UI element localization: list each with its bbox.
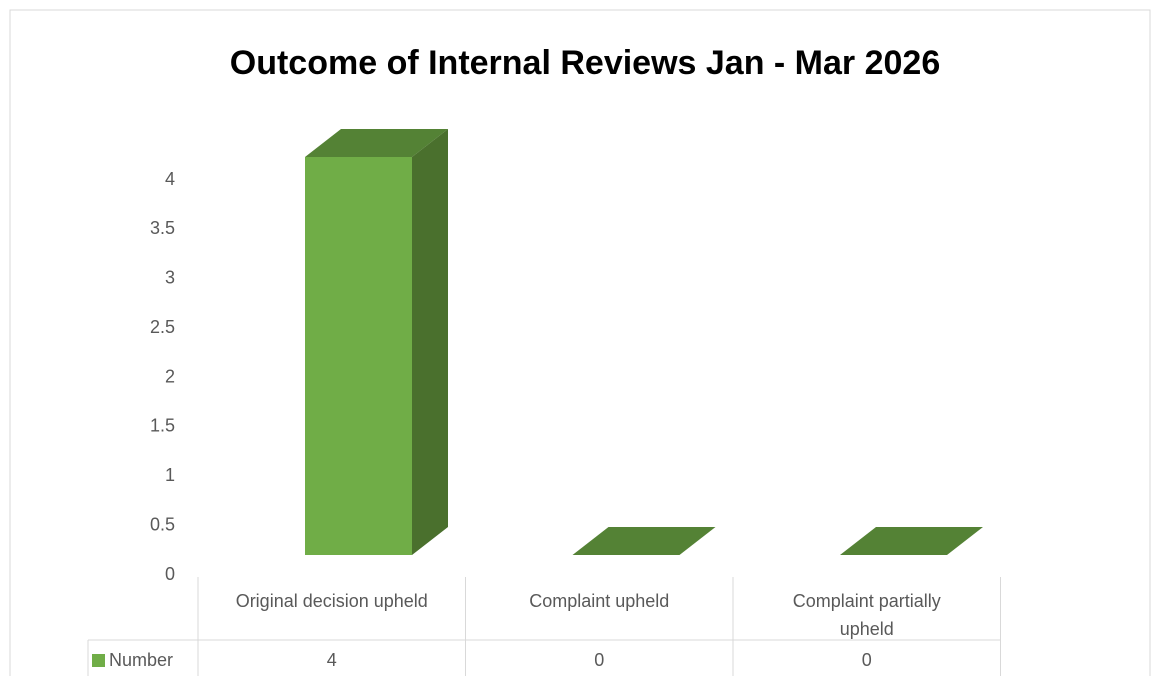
table-value: 0	[594, 650, 604, 670]
y-tick-label: 1.5	[150, 416, 175, 436]
y-tick-label: 0	[165, 564, 175, 584]
chart-title: Outcome of Internal Reviews Jan - Mar 20…	[230, 44, 940, 82]
y-tick-label: 2	[165, 366, 175, 386]
y-tick-label: 1	[165, 465, 175, 485]
table-value: 4	[327, 650, 337, 670]
y-tick-label: 2.5	[150, 317, 175, 337]
bar-top	[305, 129, 448, 157]
y-tick-label: 4	[165, 169, 175, 189]
x-tick-label: Original decision upheld	[235, 591, 428, 611]
bar	[305, 157, 412, 555]
legend-swatch	[92, 654, 105, 667]
y-tick-label: 0.5	[150, 514, 175, 534]
bar-top	[840, 527, 983, 555]
y-tick-label: 3	[165, 268, 175, 288]
chart-frame	[9, 9, 1151, 676]
x-tick-label: Complaint partially upheld	[792, 591, 941, 639]
table-value: 0	[862, 650, 872, 670]
legend-label: Number	[109, 650, 173, 670]
bar-side	[412, 129, 448, 555]
y-tick-label: 3.5	[150, 218, 175, 238]
bar-top	[572, 527, 716, 555]
x-tick-label: Complaint upheld	[529, 591, 670, 611]
